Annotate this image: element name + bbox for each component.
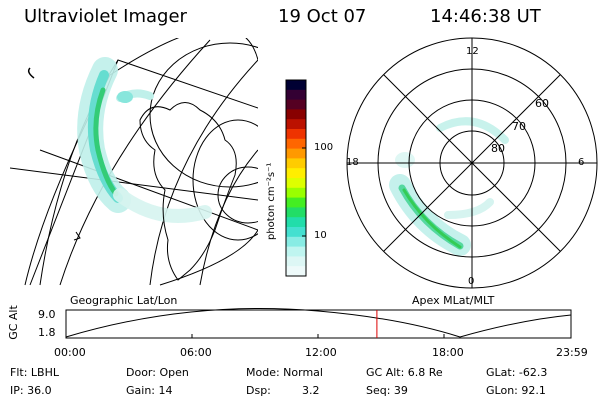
status-gc-alt: GC Alt: 6.8 Re: [366, 366, 443, 379]
colorbar-unit-label: photon cm⁻²s⁻¹: [266, 162, 277, 240]
mlt-label-0: 0: [468, 276, 475, 287]
colorbar-segment: [286, 227, 306, 238]
colorbar-segment: [286, 168, 306, 179]
colorbar-frame: [285, 79, 307, 277]
geographic-caption: Geographic Lat/Lon: [70, 294, 178, 307]
timeline-frame: [65, 309, 572, 339]
timeline-tick-0600: 06:00: [180, 346, 212, 359]
mlt-label-6: 6: [578, 157, 585, 168]
colorbar-segment: [286, 119, 306, 130]
timeline-ticks: [191, 334, 445, 338]
mlt-label-18: 18: [346, 157, 359, 168]
polar-plot: [346, 37, 598, 289]
colorbar-segment: [286, 236, 306, 248]
timeline-y-max: 9.0: [38, 308, 56, 321]
colorbar-segment: [286, 129, 306, 140]
colorbar-segment: [286, 158, 306, 169]
colorbar-segment: [286, 246, 306, 257]
mlt-label-12: 12: [466, 46, 479, 57]
colorbar-segment: [286, 109, 306, 120]
timeline-y-min: 1.8: [38, 326, 56, 339]
colorbar-segment: [286, 80, 306, 91]
colorbar-segment: [286, 266, 306, 277]
status-door: Door: Open: [126, 366, 189, 379]
instrument-title: Ultraviolet Imager: [24, 6, 187, 27]
lat-label-70: 70: [512, 120, 526, 133]
colorbar: [285, 79, 307, 277]
colorbar-segment: [286, 197, 306, 208]
time-label: 14:46:38 UT: [430, 6, 541, 27]
status-mode: Mode: Normal: [246, 366, 323, 379]
colorbar-segment: [286, 138, 306, 150]
colorbar-segment: [286, 187, 306, 199]
colorbar-segment: [286, 217, 306, 228]
timeline-tick-1800: 18:00: [432, 346, 464, 359]
altitude-curve: [65, 307, 572, 338]
colorbar-segment: [286, 89, 306, 101]
lat-label-80: 80: [491, 142, 505, 155]
colorbar-tick-100: 100: [314, 142, 334, 153]
status-glon: GLon: 92.1: [486, 384, 546, 397]
status-dsp-value: 3.2: [302, 384, 320, 397]
continent-outline: [139, 102, 237, 281]
colorbar-tick-10: 10: [314, 230, 327, 241]
geographic-map: [10, 38, 258, 286]
polar-aurora: [389, 117, 509, 256]
status-ip: IP: 36.0: [10, 384, 52, 397]
timeline-tick-2359: 23:59: [556, 346, 588, 359]
colorbar-segment: [286, 256, 306, 267]
timeline-plot: [65, 307, 572, 339]
status-flt: Flt: LBHL: [10, 366, 59, 379]
status-gain: Gain: 14: [126, 384, 173, 397]
colorbar-segment: [286, 99, 306, 110]
left-aurora: [77, 57, 212, 223]
colorbar-segment: [286, 148, 306, 159]
status-dsp-label: Dsp:: [246, 384, 271, 397]
status-seq: Seq: 39: [366, 384, 408, 397]
status-glat: GLat: -62.3: [486, 366, 548, 379]
timeline-y-label: GC Alt: [6, 305, 20, 340]
timeline-tick-1200: 12:00: [305, 346, 337, 359]
colorbar-segment: [286, 207, 306, 218]
timeline-tick-0000: 00:00: [54, 346, 86, 359]
apex-caption: Apex MLat/MLT: [412, 294, 495, 307]
colorbar-segment: [286, 178, 306, 189]
date-label: 19 Oct 07: [278, 6, 367, 27]
lat-label-60: 60: [535, 97, 549, 110]
